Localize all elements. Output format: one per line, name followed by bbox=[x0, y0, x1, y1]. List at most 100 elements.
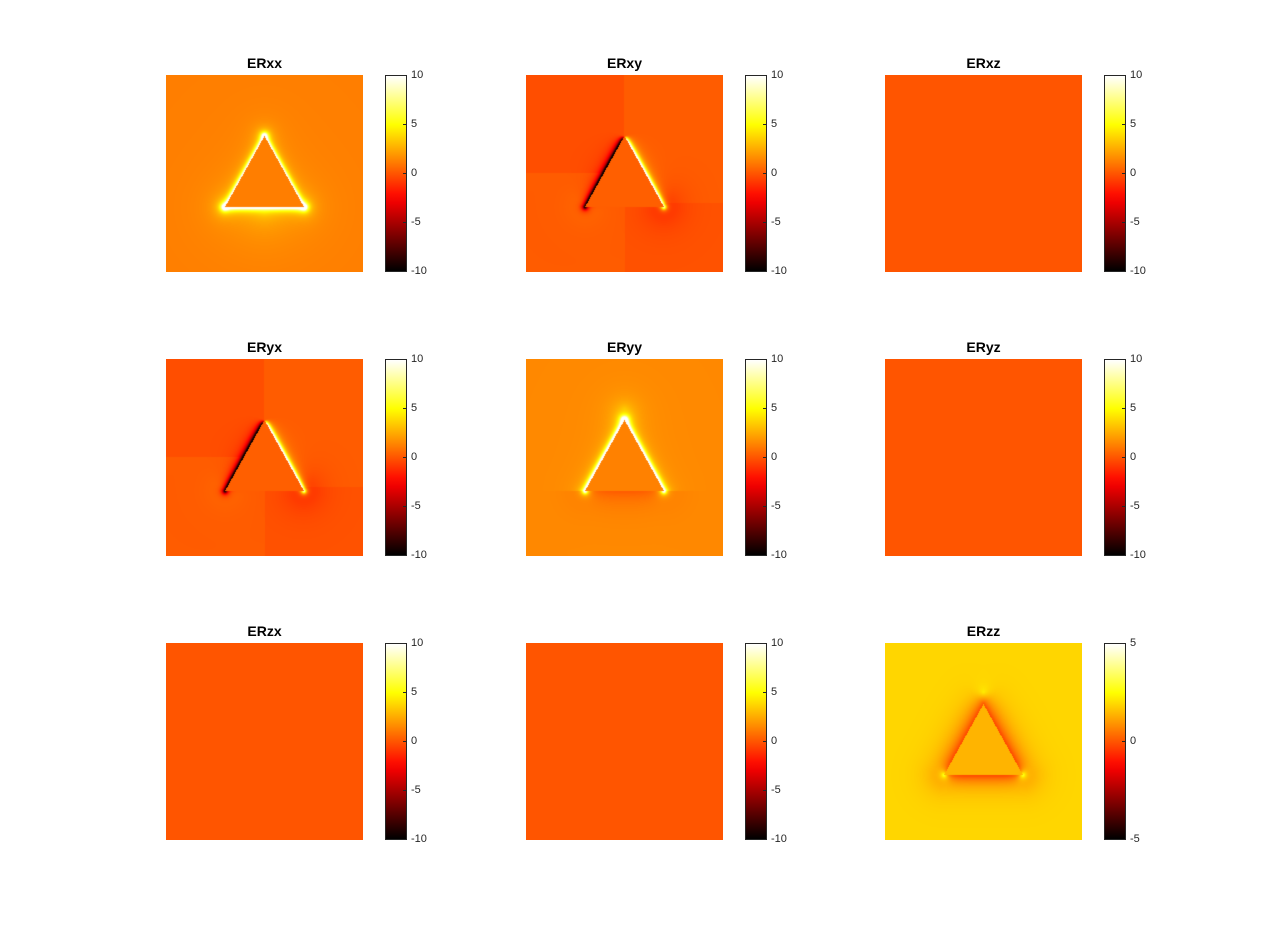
panel-title: ERxz bbox=[966, 55, 1001, 71]
colorbar-tick bbox=[403, 173, 407, 174]
colorbar-tick bbox=[763, 222, 767, 223]
colorbar-tick-label: -5 bbox=[411, 500, 421, 512]
colorbar-tick bbox=[1122, 222, 1126, 223]
colorbar-tick-label: -10 bbox=[1130, 265, 1146, 277]
colorbar-tick-label: -5 bbox=[771, 216, 781, 228]
colorbar-tick-label: 0 bbox=[411, 451, 418, 463]
colorbar-tick bbox=[763, 457, 767, 458]
colorbar-tick-label: 10 bbox=[771, 637, 784, 649]
heatmap-eryy bbox=[526, 359, 723, 556]
colorbar-tick bbox=[403, 124, 407, 125]
colorbar-tick bbox=[403, 741, 407, 742]
panel-title: ERxy bbox=[606, 55, 643, 71]
heatmap-eryx bbox=[166, 359, 363, 556]
colorbar-tick-label: 5 bbox=[1130, 637, 1137, 649]
colorbar-tick bbox=[403, 555, 407, 556]
heatmap-erzz bbox=[885, 643, 1082, 840]
colorbar-tick bbox=[1122, 741, 1126, 742]
colorbar-tick-label: 0 bbox=[771, 167, 778, 179]
colorbar-tick-label: 5 bbox=[411, 118, 418, 130]
heatmap-erxy bbox=[526, 75, 723, 272]
colorbar-tick bbox=[403, 790, 407, 791]
colorbar-tick-label: -10 bbox=[771, 833, 787, 845]
colorbar-tick-label: 10 bbox=[411, 353, 424, 365]
colorbar-tick bbox=[403, 839, 407, 840]
colorbar-tick bbox=[763, 643, 767, 644]
colorbar-tick bbox=[1122, 457, 1126, 458]
colorbar-tick-label: -5 bbox=[1130, 833, 1140, 845]
colorbar-tick bbox=[1122, 173, 1126, 174]
colorbar-tick-label: -5 bbox=[1130, 216, 1140, 228]
colorbar-tick bbox=[763, 173, 767, 174]
colorbar-tick-label: -10 bbox=[1130, 549, 1146, 561]
colorbar-tick-label: -10 bbox=[411, 833, 427, 845]
colorbar-tick-label: 5 bbox=[411, 686, 418, 698]
colorbar-tick-label: 0 bbox=[1130, 451, 1137, 463]
colorbar-tick-label: -5 bbox=[411, 784, 421, 796]
colorbar-tick bbox=[403, 692, 407, 693]
colorbar-tick-label: 10 bbox=[411, 637, 424, 649]
colorbar-tick-label: 0 bbox=[411, 167, 418, 179]
colorbar-tick-label: -5 bbox=[1130, 500, 1140, 512]
panel-title: ERyx bbox=[246, 339, 283, 355]
colorbar-tick-label: 0 bbox=[411, 735, 418, 747]
colorbar-tick bbox=[403, 408, 407, 409]
colorbar-tick-label: -5 bbox=[771, 500, 781, 512]
colorbar-tick bbox=[763, 555, 767, 556]
colorbar-tick-label: 5 bbox=[771, 118, 778, 130]
colorbar-tick bbox=[763, 124, 767, 125]
colorbar-tick-label: 5 bbox=[411, 402, 418, 414]
colorbar-tick bbox=[1122, 271, 1126, 272]
colorbar-tick-label: 0 bbox=[1130, 167, 1137, 179]
colorbar-tick bbox=[403, 643, 407, 644]
colorbar-tick bbox=[763, 692, 767, 693]
colorbar-tick-label: 0 bbox=[1130, 735, 1137, 747]
colorbar-tick-label: 5 bbox=[1130, 118, 1137, 130]
colorbar-tick bbox=[763, 271, 767, 272]
panel-title: ERyz bbox=[966, 339, 1001, 355]
colorbar-tick bbox=[403, 359, 407, 360]
colorbar-tick bbox=[1122, 124, 1126, 125]
colorbar-tick bbox=[1122, 75, 1126, 76]
colorbar-tick-label: 5 bbox=[771, 402, 778, 414]
heatmap-eryz bbox=[885, 359, 1082, 556]
panel-title: ERyy bbox=[606, 339, 643, 355]
colorbar-tick bbox=[763, 359, 767, 360]
colorbar-tick-label: -10 bbox=[411, 265, 427, 277]
colorbar-tick bbox=[763, 839, 767, 840]
heatmap-panel bbox=[526, 643, 723, 840]
colorbar-tick bbox=[403, 457, 407, 458]
colorbar-tick-label: -5 bbox=[411, 216, 421, 228]
colorbar-tick-label: -10 bbox=[771, 265, 787, 277]
colorbar-tick-label: -10 bbox=[411, 549, 427, 561]
colorbar-tick bbox=[1122, 408, 1126, 409]
colorbar-tick-label: -5 bbox=[771, 784, 781, 796]
heatmap-erxx bbox=[166, 75, 363, 272]
colorbar-tick-label: 10 bbox=[771, 353, 784, 365]
colorbar-tick bbox=[763, 741, 767, 742]
colorbar-tick-label: 5 bbox=[771, 686, 778, 698]
colorbar-tick-label: 10 bbox=[1130, 353, 1143, 365]
colorbar-tick-label: 10 bbox=[1130, 69, 1143, 81]
colorbar-tick bbox=[403, 75, 407, 76]
panel-title: ERxx bbox=[246, 55, 283, 71]
colorbar-tick-label: -10 bbox=[771, 549, 787, 561]
heatmap-erxz bbox=[885, 75, 1082, 272]
colorbar-tick-label: 10 bbox=[771, 69, 784, 81]
colorbar-tick-label: 10 bbox=[411, 69, 424, 81]
colorbar-tick bbox=[763, 408, 767, 409]
panel-title: ERzx bbox=[247, 623, 282, 639]
colorbar-tick-label: 5 bbox=[1130, 402, 1137, 414]
colorbar-tick bbox=[1122, 839, 1126, 840]
colorbar-tick bbox=[1122, 506, 1126, 507]
colorbar-tick bbox=[1122, 555, 1126, 556]
colorbar-tick bbox=[403, 222, 407, 223]
panel-title: ERzz bbox=[966, 623, 1001, 639]
colorbar-tick bbox=[1122, 643, 1126, 644]
colorbar-tick bbox=[763, 75, 767, 76]
colorbar-tick bbox=[403, 271, 407, 272]
colorbar-tick bbox=[403, 506, 407, 507]
colorbar-tick-label: 0 bbox=[771, 735, 778, 747]
colorbar-tick bbox=[1122, 359, 1126, 360]
